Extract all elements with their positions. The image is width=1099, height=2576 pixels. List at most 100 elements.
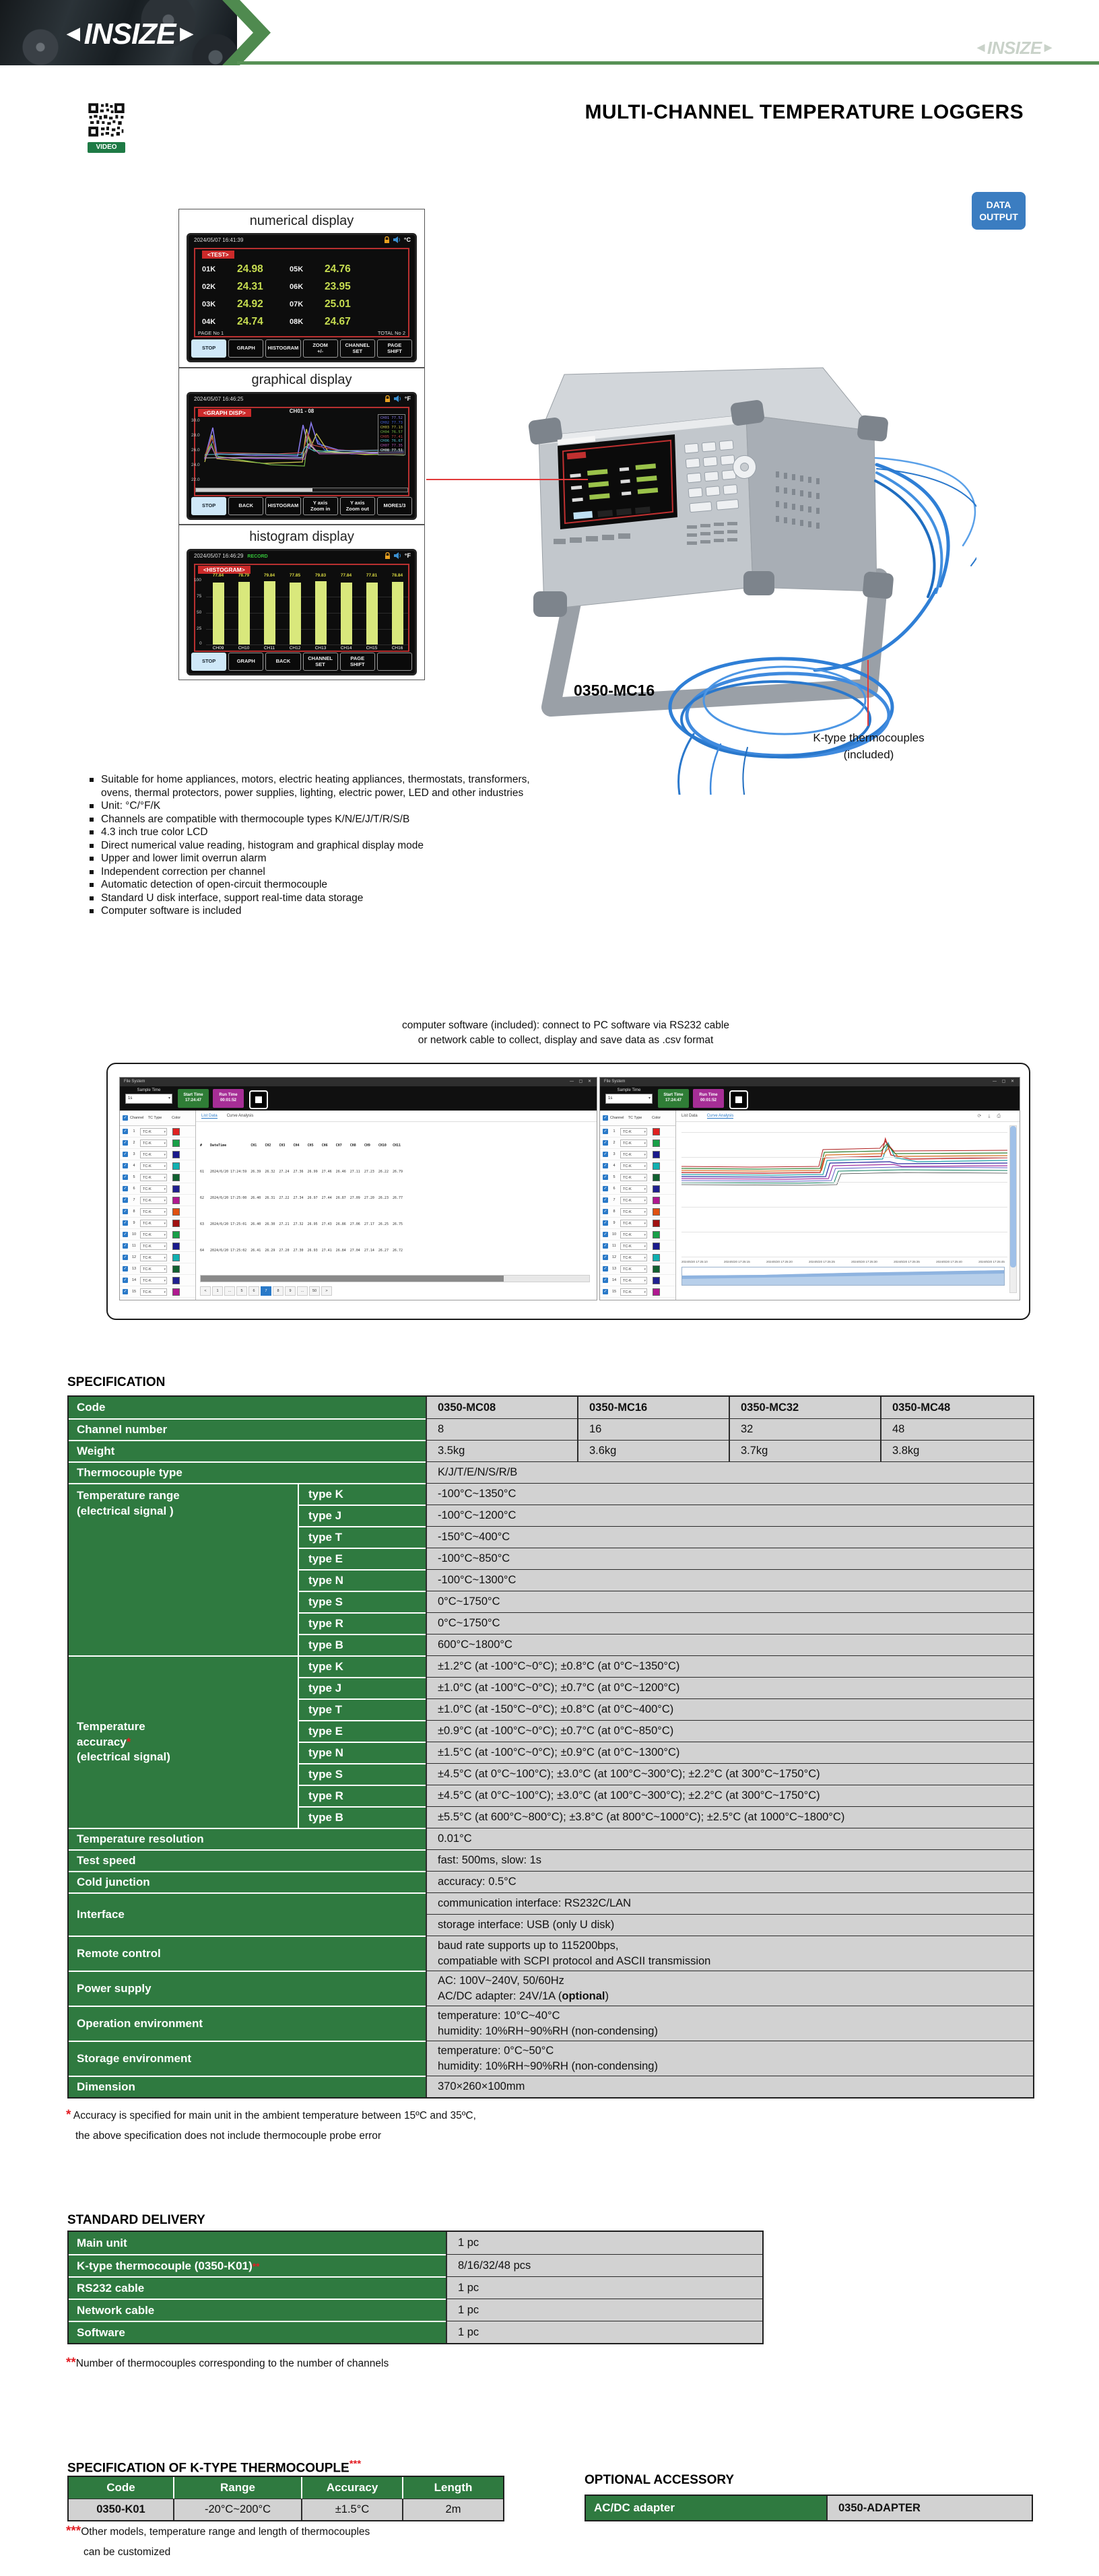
tc-type-select: TC-K bbox=[140, 1242, 167, 1251]
data-output-badge: DATA OUTPUT bbox=[972, 192, 1026, 230]
window-titlebar: File System — ▢ ✕ bbox=[120, 1078, 597, 1086]
spec-value: 0350-MC08 bbox=[426, 1397, 577, 1418]
specification-table: Code 0350-MC08 0350-MC16 0350-MC32 0350-… bbox=[67, 1395, 1034, 2099]
channel-color-swatch bbox=[653, 1219, 660, 1227]
ktype-footnote: ***Other models, temperature range and l… bbox=[66, 2524, 370, 2558]
channel-row: ✓ 4 TC-K bbox=[600, 1160, 675, 1172]
channel-row: ✓16TC-K bbox=[120, 1298, 195, 1300]
checkbox-icon: ✓ bbox=[123, 1289, 128, 1294]
channel-row: ✓ 12 TC-K bbox=[120, 1252, 195, 1263]
pane-tabs: List Data Curve Analysis bbox=[196, 1111, 597, 1122]
page-shift-softkey: PAGE SHIFT bbox=[376, 339, 413, 358]
ktype-spec-title: SPECIFICATION OF K-TYPE THERMOCOUPLE*** bbox=[67, 2458, 362, 2476]
feature-item: Upper and lower limit overrun alarm bbox=[90, 852, 925, 865]
footnote-star: ** bbox=[252, 2260, 260, 2272]
tab-list-data: List Data bbox=[681, 1114, 698, 1118]
page-title: MULTI-CHANNEL TEMPERATURE LOGGERS bbox=[585, 101, 1024, 123]
tc-type-select: TC-K bbox=[140, 1173, 167, 1182]
feature-item: Channels are compatible with thermocoupl… bbox=[90, 813, 925, 826]
page-number: 8 bbox=[273, 1286, 284, 1296]
page-number: 50 bbox=[309, 1286, 320, 1296]
checkbox-icon: ✓ bbox=[123, 1152, 128, 1157]
histogram-x-axis: CH09 CH10 CH11 CH12 CH13 CH14 CH15 CH16 bbox=[212, 646, 403, 651]
stop-button bbox=[249, 1090, 268, 1109]
spec-value: 3.5kg bbox=[426, 1440, 577, 1461]
numerical-display-box: numerical display 2024/05/07 16:41:39 °C… bbox=[178, 209, 425, 368]
tc-type-select: TC-K bbox=[140, 1265, 167, 1274]
record-indicator: RECORD bbox=[247, 554, 268, 559]
tc-type-select: TC-K bbox=[140, 1139, 167, 1148]
tc-type-select: TC-K bbox=[620, 1253, 647, 1262]
page-prev: < bbox=[200, 1286, 211, 1296]
spec-value: storage interface: USB (only U disk) bbox=[426, 1914, 1033, 1936]
tc-type-select: TC-K bbox=[140, 1196, 167, 1205]
tc-type-select: TC-K bbox=[140, 1208, 167, 1216]
table-row: 61 2024/6/20 17:24:59 26.39 26.32 27.24 … bbox=[200, 1170, 403, 1174]
stop-softkey: STOP bbox=[191, 497, 227, 515]
sample-time-select: 1s bbox=[125, 1094, 172, 1104]
bullet-icon bbox=[90, 830, 94, 834]
tc-type-select: TC-K bbox=[620, 1196, 647, 1205]
histogram-softkey: HISTOGRAM bbox=[265, 339, 301, 358]
channel-row: ✓ 11 TC-K bbox=[120, 1241, 195, 1252]
sample-time-select: 1s bbox=[605, 1094, 653, 1104]
tc-type-select: TC-K bbox=[620, 1139, 647, 1148]
checkbox-icon: ✓ bbox=[603, 1266, 608, 1272]
checkbox-icon: ✓ bbox=[123, 1278, 128, 1283]
delivery-item: K-type thermocouple (0350-K01) ** bbox=[69, 2254, 446, 2276]
back-softkey: BACK bbox=[228, 497, 264, 515]
spec-value: baud rate supports up to 115200bps, comp… bbox=[426, 1936, 1033, 1971]
channel-row: ✓ 15 TC-K bbox=[120, 1286, 195, 1298]
spec-value: 0°C~1750°C bbox=[426, 1591, 1033, 1612]
spec-sublabel: type R bbox=[298, 1785, 426, 1806]
channel-row: ✓ 10 TC-K bbox=[600, 1229, 675, 1241]
curve-analysis-pane: List Data Curve Analysis ⟳ ⤓ ⎙ bbox=[676, 1111, 1020, 1300]
brand-watermark: ◄INSIZE► bbox=[974, 38, 1055, 58]
channel-color-swatch bbox=[653, 1208, 660, 1216]
channel-row: ✓ 2 TC-K bbox=[120, 1137, 195, 1149]
lcd-page-line: PAGE No 1 TOTAL No 2 bbox=[198, 330, 405, 336]
spec-value: ±1.2°C (at -100°C~0°C); ±0.8°C (at 0°C~1… bbox=[426, 1655, 1033, 1677]
thermocouple-label: K-type thermocouples (included) bbox=[813, 731, 925, 761]
spec-label: Weight bbox=[69, 1440, 426, 1461]
ktype-accuracy: ±1.5°C bbox=[301, 2499, 402, 2520]
channel-color-swatch bbox=[653, 1299, 660, 1300]
spec-sublabel: type E bbox=[298, 1548, 426, 1569]
histogram-plot: 77.84 78.79 79.84 77.85 79.83 77.84 77.8… bbox=[206, 573, 408, 645]
software-screenshot-panel: File System — ▢ ✕ Sample Time 1s Start T… bbox=[106, 1063, 1030, 1320]
graph-legend: CH01 77.52 CH02 77.73 CH03 77.13 CH04 76… bbox=[377, 414, 405, 455]
ktype-spec-table: Code Range Accuracy Length 0350-K01 -20°… bbox=[67, 2476, 504, 2521]
checkbox-icon: ✓ bbox=[603, 1186, 608, 1191]
channel-color-swatch bbox=[653, 1253, 660, 1261]
window-controls-icon: — ▢ ✕ bbox=[992, 1080, 1016, 1084]
channel-row: ✓ 4 TC-K bbox=[120, 1160, 195, 1172]
accuracy-footnote: * Accuracy is specified for main unit in… bbox=[66, 2108, 476, 2142]
product-photo bbox=[528, 367, 976, 795]
spec-value: AC: 100V~240V, 50/60Hz AC/DC adapter: 24… bbox=[426, 1971, 1033, 2006]
software-window-list: File System — ▢ ✕ Sample Time 1s Start T… bbox=[119, 1077, 597, 1300]
speaker-icon bbox=[393, 552, 401, 559]
channel-row: ✓ 10 TC-K bbox=[120, 1229, 195, 1241]
spec-value: K/J/T/E/N/S/R/B bbox=[426, 1461, 1033, 1483]
ktype-range: -20°C~200°C bbox=[173, 2499, 301, 2520]
checkbox-icon: ✓ bbox=[123, 1232, 128, 1237]
stop-softkey: STOP bbox=[191, 339, 227, 358]
checkbox-icon: ✓ bbox=[123, 1209, 128, 1214]
vertical-scrollbar bbox=[1009, 1125, 1017, 1293]
spec-sublabel: type B bbox=[298, 1634, 426, 1655]
feature-item: Independent correction per channel bbox=[90, 865, 925, 879]
channel-color-swatch bbox=[653, 1288, 660, 1296]
accessory-name: AC/DC adapter bbox=[586, 2496, 826, 2520]
spec-sublabel: type B bbox=[298, 1806, 426, 1828]
optional-accessory-table: AC/DC adapter 0350-ADAPTER bbox=[585, 2495, 1033, 2521]
run-time-button: Run Time 00:01:52 bbox=[213, 1089, 244, 1108]
channel-color-swatch bbox=[653, 1162, 660, 1170]
spec-value: 0°C~1750°C bbox=[426, 1612, 1033, 1634]
brand-logo: ◄INSIZE► bbox=[62, 18, 198, 51]
specification-title: SPECIFICATION bbox=[67, 1375, 166, 1389]
tc-type-select: TC-K bbox=[620, 1242, 647, 1251]
spec-value: 32 bbox=[729, 1418, 880, 1440]
yaxis-zoom-in-softkey: Y axis Zoom in bbox=[302, 497, 338, 515]
lcd-frame bbox=[194, 248, 409, 337]
spec-label: Remote control bbox=[69, 1936, 426, 1971]
